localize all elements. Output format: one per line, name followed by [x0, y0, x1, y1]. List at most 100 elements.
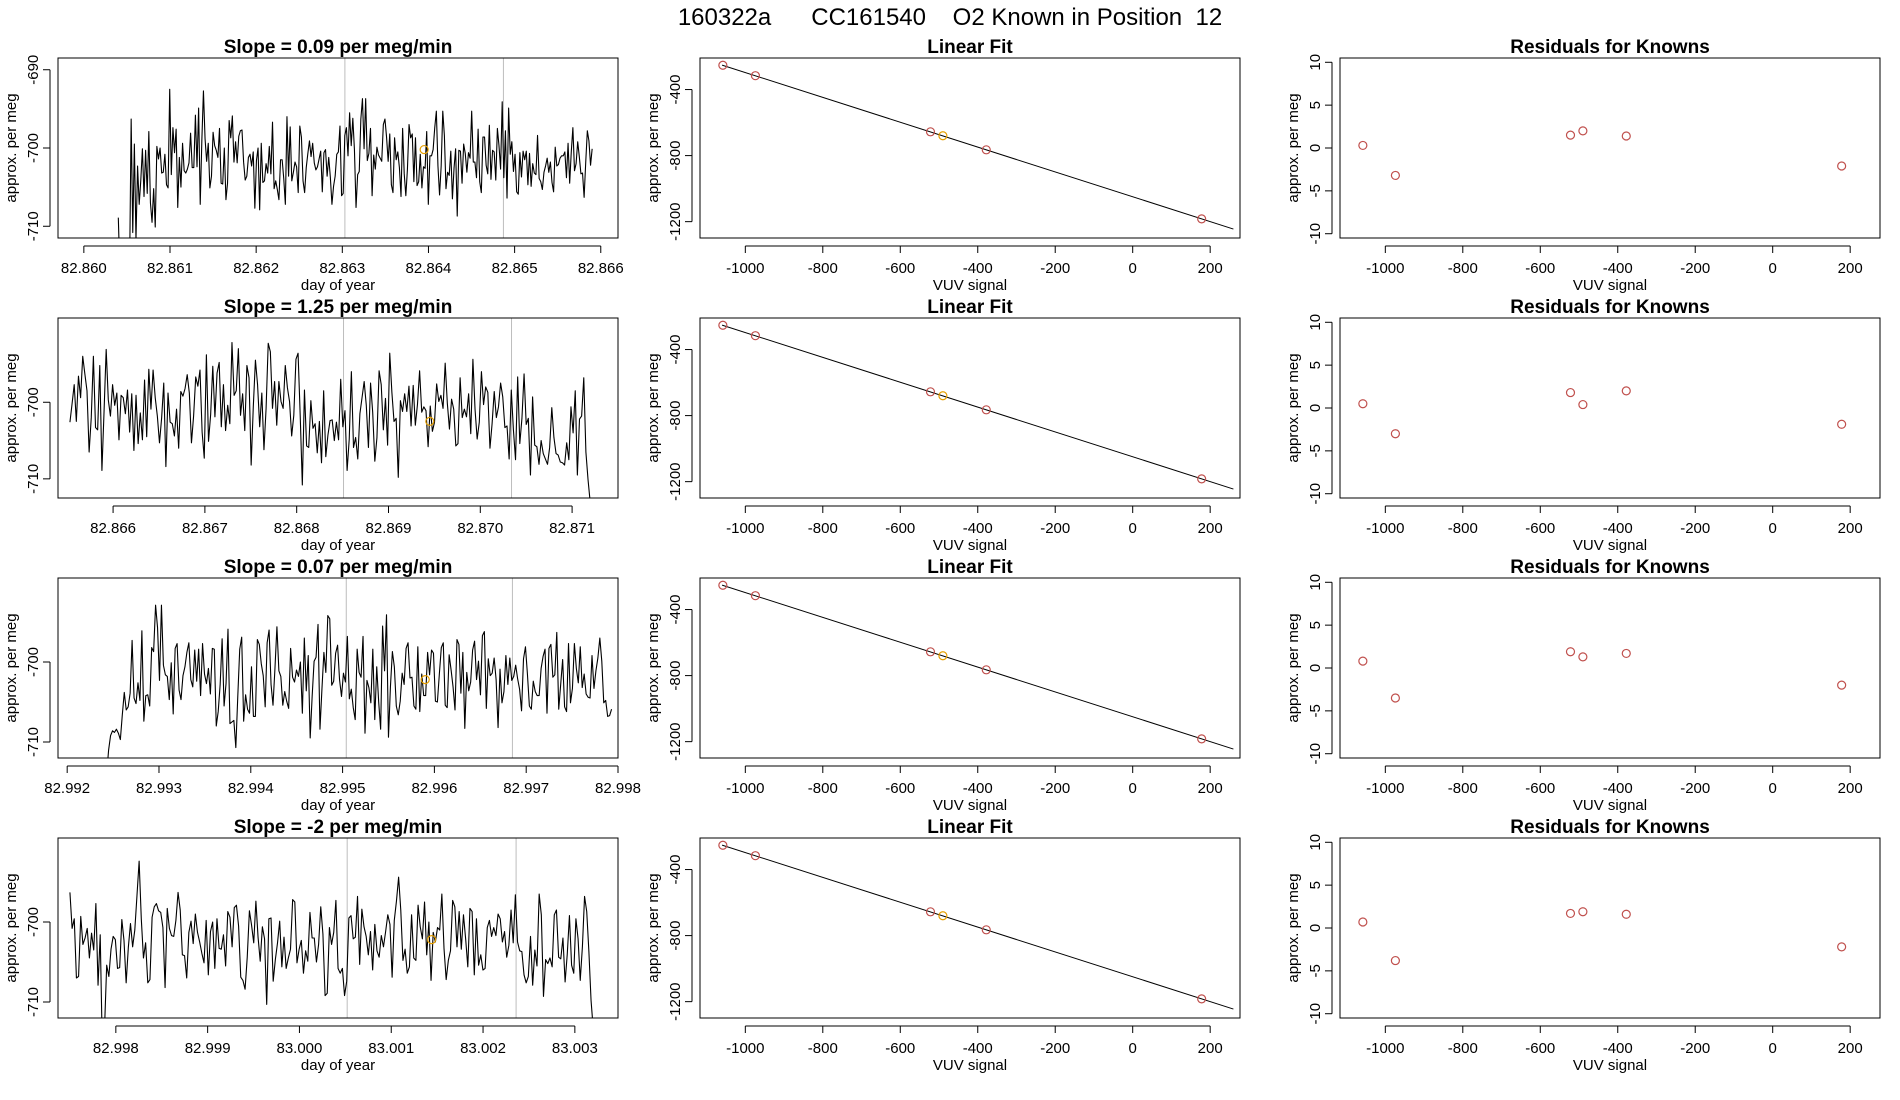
series-line	[69, 860, 593, 1018]
x-tick-label: -400	[1603, 780, 1633, 797]
y-axis-label: approx. per meg	[645, 873, 662, 982]
x-axis-label: day of year	[301, 1057, 375, 1074]
series-line	[117, 88, 593, 238]
series-line	[107, 604, 613, 758]
x-tick-label: -400	[963, 260, 993, 277]
y-tick-label: 5	[1307, 621, 1324, 629]
x-tick-label: 0	[1769, 260, 1777, 277]
data-point	[1565, 908, 1576, 919]
x-tick-label: -600	[885, 780, 915, 797]
plot-box	[699, 577, 1241, 759]
plot-area	[69, 860, 593, 1018]
x-tick-label: 82.866	[90, 520, 136, 537]
x-tick-label: 82.998	[93, 1040, 139, 1057]
x-tick-label: 83.002	[460, 1040, 506, 1057]
x-tick-label: 200	[1838, 260, 1863, 277]
data-point	[1837, 680, 1847, 690]
x-tick-label: -400	[963, 1040, 993, 1057]
plot-box	[699, 57, 1241, 239]
plot-area	[69, 341, 591, 498]
x-tick-label: 82.867	[182, 520, 228, 537]
x-tick-label: 82.997	[503, 780, 549, 797]
x-tick-label: 82.862	[233, 260, 279, 277]
plot-area	[718, 60, 1234, 230]
x-tick-label: -400	[1603, 1040, 1633, 1057]
y-tick-label: 5	[1307, 361, 1324, 369]
x-tick-label: -200	[1040, 780, 1070, 797]
x-tick-label: -1000	[726, 260, 764, 277]
panel-title: Slope = 0.07 per meg/min	[224, 557, 453, 578]
y-tick-label: -710	[25, 987, 42, 1017]
chart-panel-11: Linear Fit -1000 -800 -600 -400 -200 0 200 VUV s…	[645, 817, 1241, 1074]
data-point	[750, 71, 760, 81]
x-axis-label: day of year	[301, 277, 375, 294]
data-point	[1197, 994, 1207, 1004]
panel-title: Residuals for Knowns	[1510, 557, 1710, 578]
y-tick-label: 5	[1307, 881, 1324, 889]
y-tick-label: -700	[25, 907, 42, 937]
y-tick-label: -1200	[667, 722, 684, 760]
data-point	[1197, 214, 1207, 224]
highlighted-data-point	[938, 651, 948, 661]
data-point	[1621, 648, 1631, 659]
y-axis-label: approx. per meg	[3, 93, 20, 202]
data-point	[750, 591, 760, 601]
x-axis-label: VUV signal	[1573, 537, 1647, 554]
highlight-point	[427, 934, 437, 945]
plot-area	[718, 580, 1234, 750]
x-tick-label: -400	[1603, 260, 1633, 277]
y-tick-label: -5	[1307, 444, 1324, 457]
y-tick-label: -800	[667, 141, 684, 171]
data-point	[981, 145, 991, 155]
x-tick-label: 82.995	[320, 780, 366, 797]
panel-title: Linear Fit	[927, 297, 1013, 318]
x-tick-label: 82.860	[61, 260, 107, 277]
x-tick-label: -800	[808, 780, 838, 797]
plot-box	[1339, 837, 1881, 1019]
y-tick-label: 0	[1307, 664, 1324, 672]
y-tick-label: 5	[1307, 101, 1324, 109]
fit-line	[721, 844, 1234, 1010]
data-point	[1390, 955, 1400, 966]
x-tick-label: -600	[1525, 780, 1555, 797]
data-point	[925, 907, 936, 917]
data-point	[981, 405, 991, 415]
y-tick-label: -400	[667, 335, 684, 365]
data-point	[750, 331, 760, 341]
x-tick-label: 83.001	[368, 1040, 414, 1057]
panel-title: Residuals for Knowns	[1510, 817, 1710, 838]
fit-line	[721, 64, 1234, 230]
plot-area	[718, 840, 1234, 1010]
x-tick-label: 200	[1838, 520, 1863, 537]
y-tick-label: -700	[25, 133, 42, 163]
x-tick-label: 82.866	[578, 260, 624, 277]
panel-title: Linear Fit	[927, 557, 1013, 578]
x-tick-label: 82.863	[319, 260, 365, 277]
x-tick-label: -800	[1448, 780, 1478, 797]
x-tick-label: -1000	[726, 780, 764, 797]
plot-area	[1358, 126, 1847, 181]
chart-panel-7: Slope = 0.07 per meg/min 82.992 82.993 82.9…	[3, 557, 641, 814]
x-tick-label: -400	[1603, 520, 1633, 537]
series-line	[69, 341, 591, 498]
data-point	[718, 580, 728, 590]
panel-title: Linear Fit	[927, 37, 1013, 58]
y-tick-label: 10	[1307, 834, 1324, 851]
plot-area	[117, 88, 593, 238]
x-tick-label: -800	[808, 520, 838, 537]
chart-panel-1: Slope = 0.09 per meg/min 82.860 82.861 82.8…	[3, 37, 624, 294]
x-tick-label: 0	[1769, 520, 1777, 537]
y-tick-label: -700	[25, 387, 42, 417]
y-tick-label: 10	[1307, 574, 1324, 591]
plot-box	[57, 577, 619, 759]
x-tick-label: -600	[1525, 1040, 1555, 1057]
chart-panel-5: Linear Fit -1000 -800 -600 -400 -200 0 200 VUV s…	[645, 297, 1241, 554]
data-point	[981, 665, 991, 675]
x-tick-label: 200	[1198, 520, 1223, 537]
highlighted-data-point	[938, 131, 948, 141]
chart-panel-12: Residuals for Knowns-1000 -800 -600 -400 -20…	[1285, 817, 1881, 1074]
data-point	[925, 647, 936, 657]
chart-panel-8: Linear Fit -1000 -800 -600 -400 -200 0 200 VUV s…	[645, 557, 1241, 814]
plot-box	[699, 317, 1241, 499]
